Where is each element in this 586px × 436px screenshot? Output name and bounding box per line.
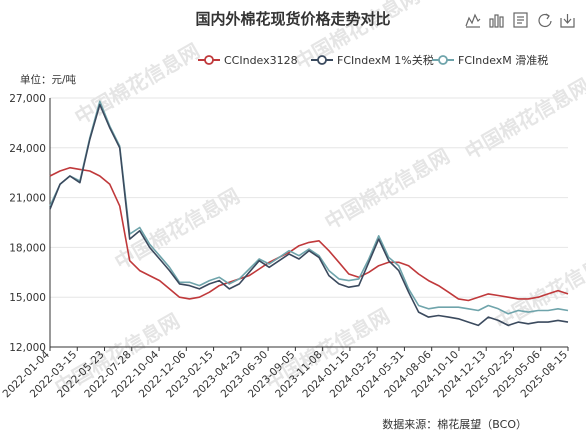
watermark-text: 中国棉花信息网: [71, 39, 204, 130]
legend-label: FCIndexM 滑准税: [458, 53, 548, 67]
legend-marker: [317, 55, 327, 65]
line-chart-icon[interactable]: [465, 13, 481, 28]
y-axis-unit: 单位：元/吨: [20, 73, 77, 86]
legend-item[interactable]: CCIndex3128: [198, 54, 298, 67]
legend[interactable]: CCIndex3128 FCIndexM 1%关税 FCIndexM 滑准税: [198, 53, 548, 67]
legend-item[interactable]: FCIndexM 滑准税: [432, 53, 548, 67]
series-line: [49, 103, 569, 327]
save-image-icon[interactable]: [560, 14, 575, 28]
y-tick-label: 24,000: [9, 143, 46, 155]
bar-chart-icon[interactable]: [489, 14, 504, 28]
y-tick-label: 18,000: [9, 242, 46, 254]
grid-lines: [49, 97, 568, 348]
chart-title: 国内外棉花现货价格走势对比: [195, 10, 390, 28]
restore-icon[interactable]: [538, 13, 552, 28]
series-lines: [49, 100, 569, 327]
y-axis-ticks: 12,000 15,000 18,000 21,000 24,000 27,000: [9, 93, 46, 354]
series-line: [49, 100, 569, 315]
legend-item[interactable]: FCIndexM 1%关税: [311, 53, 434, 67]
watermark-text: 中国棉花信息网: [491, 244, 586, 335]
y-tick-label: 21,000: [9, 193, 46, 205]
legend-label: FCIndexM 1%关税: [337, 53, 434, 67]
toolbox[interactable]: [465, 12, 575, 28]
series-line: [49, 166, 569, 302]
y-tick-label: 27,000: [9, 93, 46, 105]
legend-label: CCIndex3128: [224, 54, 298, 67]
y-tick-label: 12,000: [9, 342, 46, 354]
watermark-text: 中国棉花信息网: [321, 144, 454, 235]
legend-marker: [204, 55, 214, 65]
data-source: 数据来源：棉花展望（BCO）: [382, 417, 527, 431]
legend-marker: [438, 55, 448, 65]
data-view-icon[interactable]: [513, 12, 528, 28]
y-tick-label: 15,000: [9, 292, 46, 304]
watermark-text: 中国棉花信息网: [461, 74, 586, 165]
